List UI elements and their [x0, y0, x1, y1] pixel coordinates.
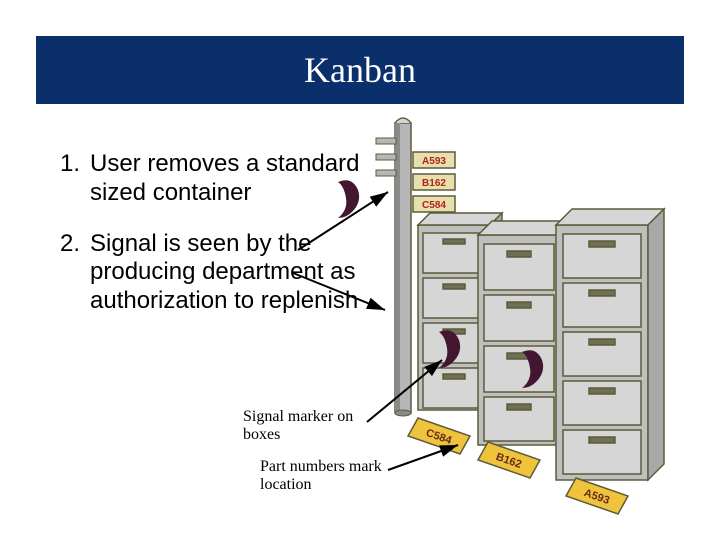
plate-icon: C584	[408, 418, 470, 454]
arrow-icon	[388, 445, 458, 470]
flag-icon: C584	[413, 196, 455, 212]
signal-flags: A593 B162 C584	[413, 152, 455, 212]
flag-label: B162	[422, 178, 446, 189]
flag-icon: A593	[413, 152, 455, 168]
signal-pole	[376, 118, 411, 416]
arrow-icon	[293, 273, 385, 310]
flag-label: A593	[422, 156, 446, 167]
plate-icon: A593	[566, 478, 628, 514]
arrow-icon	[298, 192, 388, 250]
diagram-scene: A593 B162 C584	[0, 0, 720, 540]
flag-icon: B162	[413, 174, 455, 190]
flag-label: C584	[422, 200, 446, 211]
cabinet-icon	[556, 209, 664, 480]
plate-icon: B162	[478, 442, 540, 478]
